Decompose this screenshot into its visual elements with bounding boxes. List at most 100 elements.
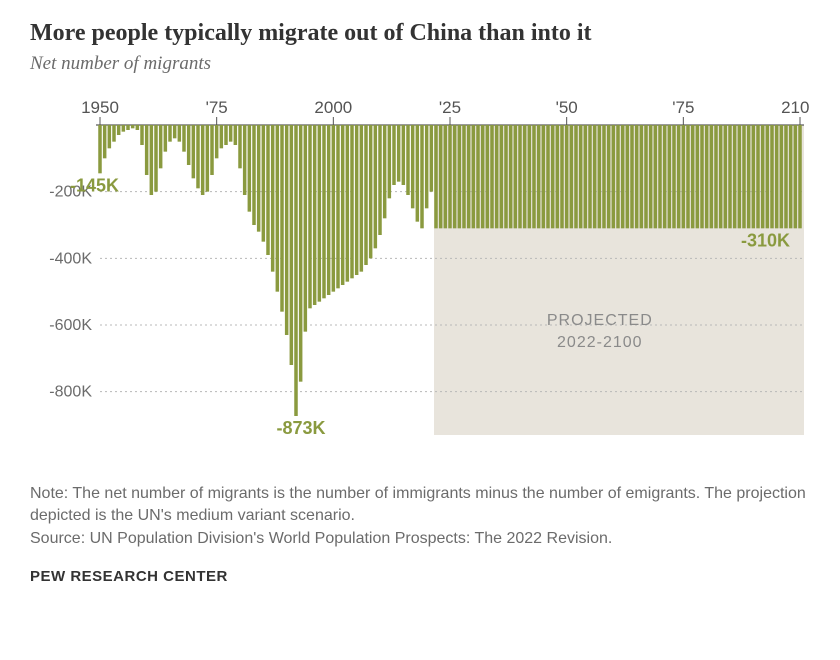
bar — [556, 125, 560, 228]
bar — [668, 125, 672, 228]
bar — [318, 125, 322, 302]
bar — [542, 125, 546, 228]
bar — [518, 125, 522, 228]
bar — [654, 125, 658, 228]
bar — [658, 125, 662, 228]
bar — [350, 125, 354, 278]
bar — [196, 125, 200, 188]
chart-note: Note: The net number of migrants is the … — [30, 483, 810, 526]
y-axis-label: -400K — [49, 250, 92, 267]
bar — [248, 125, 252, 212]
bar — [579, 125, 583, 228]
x-axis-label: '75 — [672, 98, 694, 117]
projected-label: PROJECTED — [547, 312, 653, 329]
bar — [439, 125, 443, 228]
bar — [224, 125, 228, 145]
bar — [374, 125, 378, 248]
bar — [313, 125, 317, 305]
bar — [266, 125, 270, 255]
data-annotation: -873K — [276, 418, 325, 438]
bar — [789, 125, 793, 228]
bar — [560, 125, 564, 228]
bar — [280, 125, 284, 312]
bar — [262, 125, 266, 242]
bar — [420, 125, 424, 228]
y-axis-label: -800K — [49, 384, 92, 401]
bar — [229, 125, 233, 142]
bar — [406, 125, 410, 195]
bar — [672, 125, 676, 228]
bar — [621, 125, 625, 228]
bar — [728, 125, 732, 228]
bar — [686, 125, 690, 228]
bar — [733, 125, 737, 228]
bar — [635, 125, 639, 228]
bar — [238, 125, 242, 168]
bar — [154, 125, 158, 192]
bar — [243, 125, 247, 195]
bar — [131, 125, 135, 128]
bar — [434, 125, 438, 228]
bar — [322, 125, 326, 298]
bar — [710, 125, 714, 228]
bar — [775, 125, 779, 228]
bar — [369, 125, 373, 258]
attribution: PEW RESEARCH CENTER — [30, 568, 810, 585]
bar — [364, 125, 368, 265]
bar — [593, 125, 597, 228]
bar — [397, 125, 401, 182]
bar — [140, 125, 144, 145]
bar — [747, 125, 751, 228]
bar — [187, 125, 191, 165]
bar — [784, 125, 788, 228]
bar — [705, 125, 709, 228]
bar — [220, 125, 224, 148]
x-axis-label: 2100 — [781, 98, 810, 117]
bar — [546, 125, 550, 228]
bar — [766, 125, 770, 228]
bar — [495, 125, 499, 228]
bar — [346, 125, 350, 282]
bar — [252, 125, 256, 225]
bar — [677, 125, 681, 228]
bar — [416, 125, 420, 222]
bar — [486, 125, 490, 228]
bar — [752, 125, 756, 228]
bar — [532, 125, 536, 228]
bar — [178, 125, 182, 142]
bar — [738, 125, 742, 228]
bar — [724, 125, 728, 228]
bar — [215, 125, 219, 158]
bar — [756, 125, 760, 228]
bar — [528, 125, 532, 228]
bar — [383, 125, 387, 218]
bar — [136, 125, 140, 130]
bar — [304, 125, 308, 332]
bar — [696, 125, 700, 228]
bar — [476, 125, 480, 228]
bar — [108, 125, 112, 148]
bar — [682, 125, 686, 228]
bar — [570, 125, 574, 228]
bar — [584, 125, 588, 228]
bar — [201, 125, 205, 195]
bar — [588, 125, 592, 228]
bar — [378, 125, 382, 235]
chart-source: Source: UN Population Division's World P… — [30, 528, 810, 550]
bar — [514, 125, 518, 228]
bar — [798, 125, 802, 228]
bar — [780, 125, 784, 228]
bar — [626, 125, 630, 228]
bar — [453, 125, 457, 228]
bar — [504, 125, 508, 228]
bar — [173, 125, 177, 138]
bar — [598, 125, 602, 228]
bar — [714, 125, 718, 228]
bar — [430, 125, 434, 192]
bar — [360, 125, 364, 272]
bar — [411, 125, 415, 208]
bar — [117, 125, 121, 135]
bar — [234, 125, 238, 145]
x-axis-label: 2000 — [314, 98, 352, 117]
bar — [210, 125, 214, 175]
